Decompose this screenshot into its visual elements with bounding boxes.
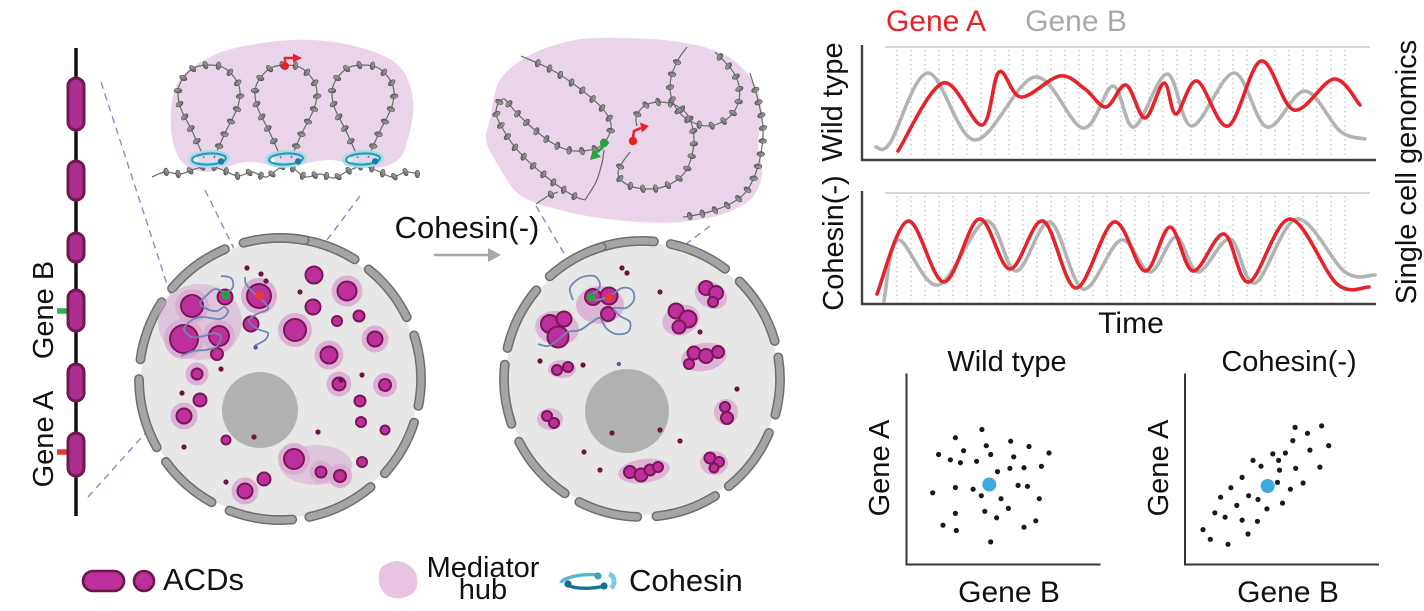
- svg-text:Cohesin: Cohesin: [629, 563, 743, 598]
- svg-text:ACDs: ACDs: [163, 562, 244, 597]
- svg-text:Wild type: Wild type: [817, 42, 849, 161]
- svg-text:Wild type: Wild type: [947, 346, 1066, 378]
- svg-text:Gene A: Gene A: [1143, 419, 1175, 516]
- svg-text:Gene A: Gene A: [864, 419, 896, 516]
- svg-text:Gene B: Gene B: [1025, 5, 1127, 38]
- svg-text:Time: Time: [1098, 307, 1164, 340]
- svg-text:Gene B: Gene B: [28, 261, 60, 359]
- svg-text:Gene A: Gene A: [886, 5, 986, 38]
- svg-text:Cohesin(-): Cohesin(-): [818, 175, 850, 310]
- svg-text:hub: hub: [459, 574, 507, 606]
- svg-text:Gene A: Gene A: [28, 390, 60, 487]
- svg-text:Gene B: Gene B: [1237, 576, 1339, 609]
- svg-text:Cohesin(-): Cohesin(-): [395, 210, 540, 245]
- svg-text:Gene B: Gene B: [958, 576, 1060, 609]
- svg-text:Cohesin(-): Cohesin(-): [1221, 346, 1356, 378]
- svg-text:Mediator: Mediator: [427, 552, 540, 584]
- svg-text:Single cell genomics: Single cell genomics: [1391, 40, 1423, 304]
